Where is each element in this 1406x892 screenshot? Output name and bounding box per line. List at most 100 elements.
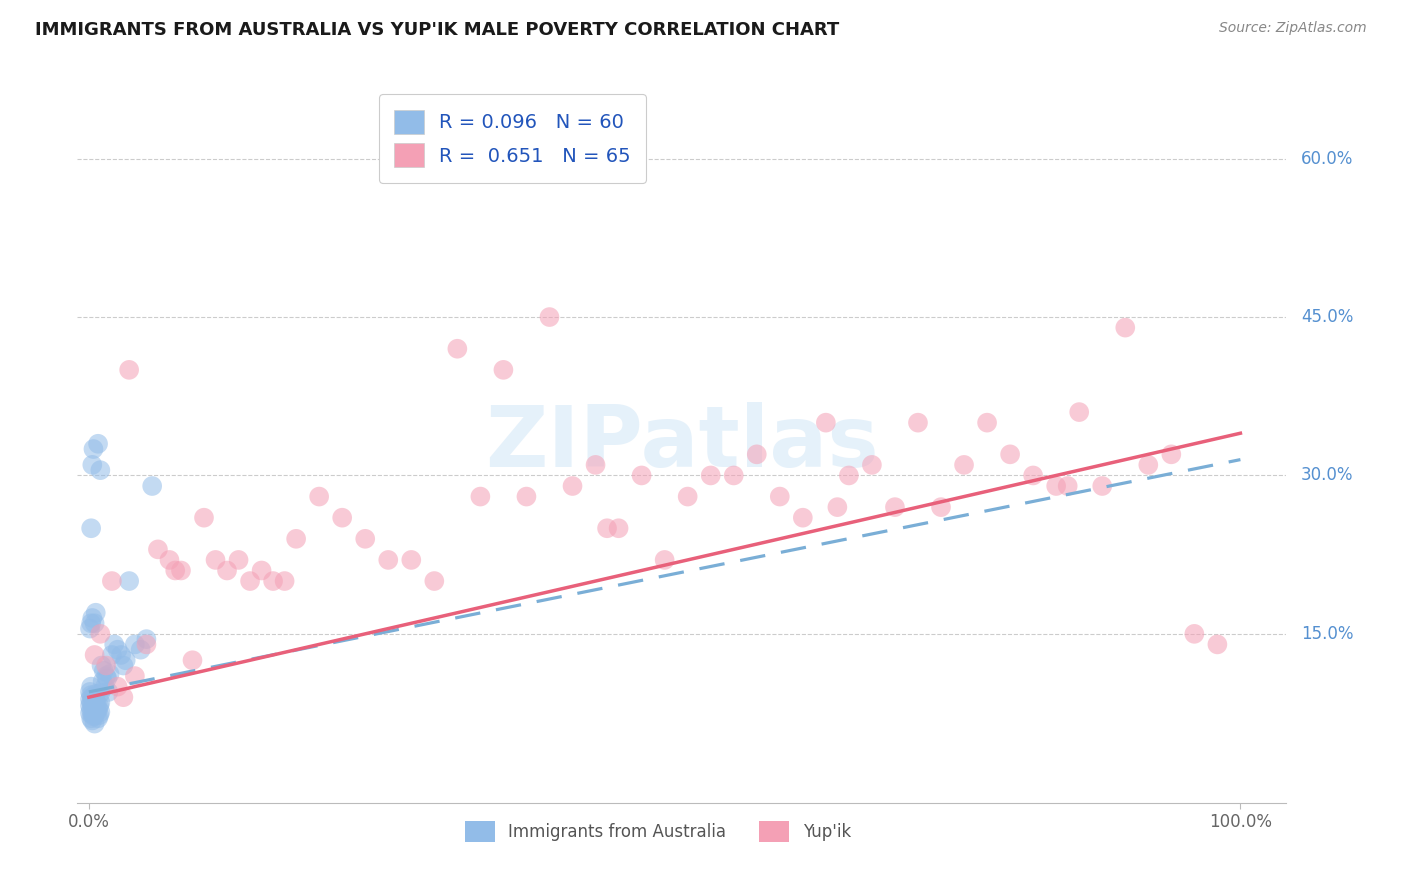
Point xyxy=(827,500,849,515)
Point xyxy=(80,711,103,725)
Point xyxy=(89,463,111,477)
Point xyxy=(107,642,129,657)
Point xyxy=(561,479,583,493)
Point xyxy=(596,521,619,535)
Point xyxy=(87,702,110,716)
Point xyxy=(94,680,117,694)
Point xyxy=(273,574,295,588)
Point xyxy=(1022,468,1045,483)
Point xyxy=(96,671,118,685)
Point xyxy=(101,648,124,662)
Point xyxy=(82,442,104,456)
Point xyxy=(89,708,111,723)
Point xyxy=(79,698,101,713)
Point xyxy=(1206,637,1229,651)
Point xyxy=(89,696,111,710)
Text: 30.0%: 30.0% xyxy=(1301,467,1354,484)
Point xyxy=(97,685,120,699)
Point xyxy=(86,697,108,711)
Point xyxy=(112,690,135,705)
Point xyxy=(82,692,104,706)
Point xyxy=(107,680,129,694)
Point xyxy=(1114,320,1136,334)
Point xyxy=(124,637,146,651)
Point xyxy=(401,553,423,567)
Point xyxy=(838,468,860,483)
Point xyxy=(118,574,141,588)
Point xyxy=(654,553,676,567)
Point xyxy=(89,627,111,641)
Point xyxy=(814,416,837,430)
Point xyxy=(98,667,121,681)
Point xyxy=(101,574,124,588)
Point xyxy=(110,648,132,662)
Point xyxy=(1056,479,1078,493)
Point xyxy=(745,447,768,461)
Point xyxy=(792,510,814,524)
Point xyxy=(193,510,215,524)
Point xyxy=(82,611,104,625)
Point xyxy=(79,685,101,699)
Point xyxy=(630,468,652,483)
Text: ZIPatlas: ZIPatlas xyxy=(485,402,879,485)
Point xyxy=(83,648,105,662)
Legend: Immigrants from Australia, Yup'ik: Immigrants from Australia, Yup'ik xyxy=(458,814,858,848)
Point xyxy=(83,698,105,713)
Point xyxy=(83,716,105,731)
Point xyxy=(769,490,792,504)
Point xyxy=(82,709,104,723)
Point xyxy=(585,458,607,472)
Point xyxy=(607,521,630,535)
Point xyxy=(330,510,353,524)
Point xyxy=(165,564,187,578)
Point xyxy=(91,674,114,689)
Point xyxy=(135,632,157,647)
Point xyxy=(699,468,721,483)
Point xyxy=(204,553,226,567)
Point xyxy=(215,564,238,578)
Point xyxy=(860,458,883,472)
Point xyxy=(308,490,330,504)
Point xyxy=(118,363,141,377)
Point xyxy=(86,705,108,719)
Point xyxy=(929,500,952,515)
Text: 15.0%: 15.0% xyxy=(1301,624,1354,643)
Point xyxy=(676,490,699,504)
Point xyxy=(492,363,515,377)
Point xyxy=(82,714,104,728)
Point xyxy=(87,711,110,725)
Point xyxy=(80,688,103,702)
Point xyxy=(112,658,135,673)
Point xyxy=(82,690,104,705)
Point xyxy=(446,342,468,356)
Point xyxy=(470,490,492,504)
Point xyxy=(90,658,112,673)
Point xyxy=(82,700,104,714)
Point xyxy=(82,706,104,720)
Point xyxy=(1045,479,1067,493)
Point xyxy=(83,708,105,723)
Point xyxy=(84,703,107,717)
Text: 45.0%: 45.0% xyxy=(1301,308,1354,326)
Point xyxy=(82,698,104,712)
Point xyxy=(538,310,561,324)
Point xyxy=(953,458,976,472)
Point xyxy=(103,637,125,651)
Point xyxy=(377,553,399,567)
Point xyxy=(84,606,107,620)
Point xyxy=(79,622,101,636)
Point xyxy=(89,698,111,713)
Point xyxy=(998,447,1021,461)
Point xyxy=(94,658,117,673)
Point xyxy=(239,574,262,588)
Point xyxy=(114,653,136,667)
Point xyxy=(976,416,998,430)
Point xyxy=(94,669,117,683)
Point xyxy=(80,616,103,631)
Point xyxy=(170,564,193,578)
Point xyxy=(723,468,745,483)
Point xyxy=(80,703,103,717)
Point xyxy=(87,436,110,450)
Point xyxy=(1069,405,1091,419)
Point xyxy=(181,653,204,667)
